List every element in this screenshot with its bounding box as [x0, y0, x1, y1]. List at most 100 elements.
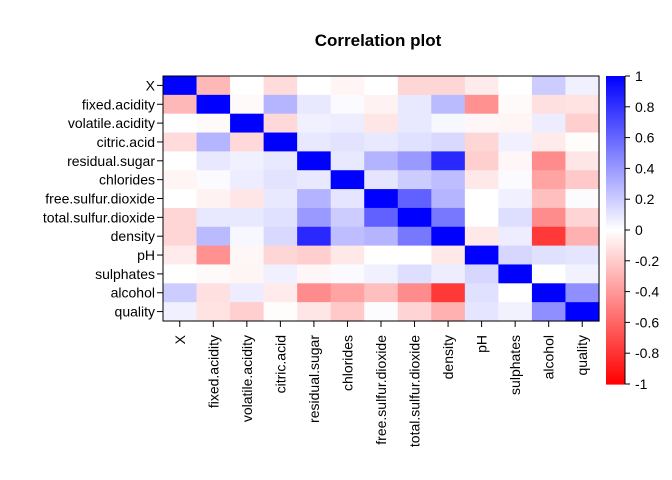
heatmap-cell	[364, 189, 399, 209]
heatmap-cell	[464, 302, 499, 322]
color-legend-swatch	[606, 139, 625, 142]
heatmap-cell	[565, 94, 600, 115]
heatmap-cell	[565, 264, 600, 284]
heatmap-cell	[498, 207, 533, 228]
heatmap-cell	[397, 226, 432, 247]
heatmap-cell	[498, 245, 533, 266]
heatmap-cell	[163, 151, 198, 171]
color-legend-swatch	[606, 340, 625, 344]
color-legend-swatch	[606, 217, 625, 220]
color-legend-swatch	[606, 370, 625, 373]
heatmap-cell	[196, 189, 231, 209]
color-legend-swatch	[606, 176, 625, 179]
color-legend-swatch	[606, 276, 625, 279]
color-legend: 1 0.8 0.6 0.4 0.2 0 -0.2 -0.4 -0.6 -0.8 -1	[606, 68, 659, 392]
color-legend-swatch	[606, 237, 625, 240]
color-legend-swatch	[606, 199, 625, 202]
color-legend-swatch	[606, 91, 625, 94]
color-legend-swatch	[606, 191, 625, 194]
heatmap-cell	[364, 94, 399, 115]
color-legend-swatch	[606, 356, 625, 359]
color-legend-swatch	[606, 102, 625, 105]
color-legend-swatch	[606, 327, 625, 330]
color-legend-swatch	[606, 325, 625, 328]
heatmap-cell	[196, 151, 231, 171]
heatmap-cell	[330, 94, 365, 115]
color-legend-swatch	[606, 317, 625, 320]
color-legend-tick-label: 0	[635, 222, 643, 238]
color-legend-swatch	[606, 360, 625, 364]
heatmap-cell	[565, 189, 600, 209]
color-legend-swatch	[606, 265, 625, 268]
heatmap-cell	[297, 264, 332, 284]
heatmap-cell	[431, 151, 466, 171]
heatmap-cell	[364, 283, 399, 303]
color-legend-swatch	[606, 214, 625, 217]
heatmap-cell	[498, 151, 533, 171]
color-legend-swatch	[606, 307, 625, 310]
heatmap-cell	[565, 151, 600, 171]
color-legend-swatch	[606, 83, 625, 86]
heatmap-cell	[364, 76, 399, 96]
heatmap-cell	[263, 170, 298, 190]
color-legend-swatch	[606, 288, 625, 291]
heatmap-cell	[431, 113, 466, 134]
color-legend-swatch	[606, 270, 625, 273]
heatmap-cell	[330, 132, 365, 152]
y-tick-label: volatile.acidity	[68, 115, 155, 131]
color-legend-swatch	[606, 226, 625, 230]
color-legend-swatch	[606, 163, 625, 166]
color-legend-swatch	[606, 97, 625, 100]
color-legend-tick-label: -0.6	[635, 314, 659, 330]
color-legend-swatch	[606, 242, 625, 245]
heatmap-cell	[498, 189, 533, 209]
heatmap-cell	[565, 302, 600, 322]
heatmap-cell	[297, 302, 332, 322]
heatmap-cell	[498, 113, 533, 134]
heatmap-cell	[397, 302, 432, 322]
y-tick-label: total.sulfur.dioxide	[43, 209, 155, 225]
heatmap-cell	[531, 170, 567, 190]
heatmap-cell	[163, 245, 198, 266]
color-legend-swatch	[606, 143, 625, 146]
color-legend-swatch	[606, 362, 625, 365]
heatmap-cell	[364, 264, 399, 284]
heatmap-cell	[364, 170, 399, 190]
color-legend-swatch	[606, 106, 625, 109]
color-legend-swatch	[606, 80, 625, 83]
heatmap-cell	[196, 132, 231, 152]
color-legend-swatch	[606, 222, 625, 225]
heatmap-cell	[196, 264, 231, 284]
heatmap-cell	[397, 151, 432, 171]
color-legend-swatch	[606, 380, 625, 384]
color-legend-tick-label: 1	[635, 68, 643, 84]
color-legend-swatch	[606, 333, 625, 336]
heatmap-cell	[464, 94, 499, 115]
heatmap-cell	[330, 189, 365, 209]
heatmap-cell	[364, 132, 399, 152]
heatmap-cell	[464, 245, 499, 266]
heatmap-cell	[163, 226, 198, 247]
heatmap-cell	[431, 189, 466, 209]
heatmap-cell	[364, 207, 399, 228]
heatmap-cell	[397, 132, 432, 152]
heatmap-cell	[297, 170, 332, 190]
color-legend-swatch	[606, 77, 625, 80]
color-legend-tick-label: -0.2	[635, 253, 659, 269]
heatmap-cell	[330, 283, 365, 303]
heatmap-cell	[230, 302, 265, 322]
color-legend-swatch	[606, 246, 625, 250]
color-legend-swatch	[606, 353, 625, 356]
color-legend-swatch	[606, 202, 625, 205]
color-legend-swatch	[606, 216, 625, 219]
heatmap-cell	[498, 283, 533, 303]
color-legend-swatch	[606, 112, 625, 116]
color-legend-swatch	[606, 286, 625, 290]
heatmap-cell	[230, 170, 265, 190]
heatmap-cell	[531, 189, 567, 209]
heatmap-cell	[230, 94, 265, 115]
x-tick-label: fixed.acidity	[205, 335, 221, 408]
heatmap-cell	[397, 76, 432, 96]
heatmap-cell	[263, 264, 298, 284]
